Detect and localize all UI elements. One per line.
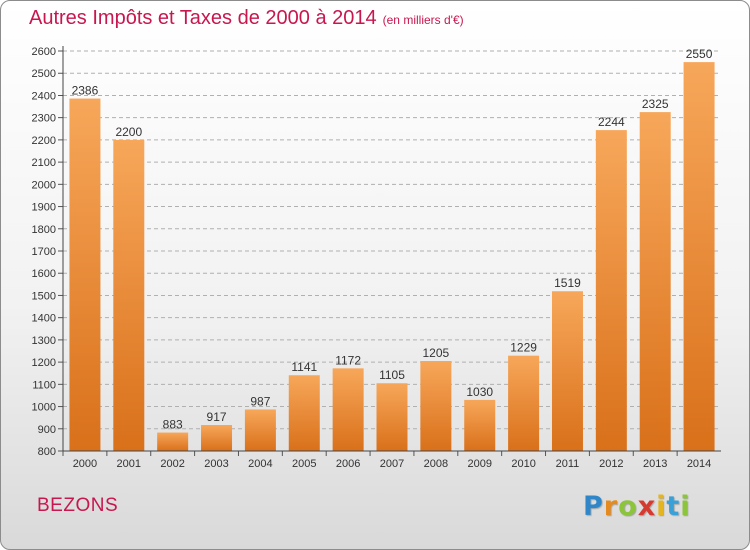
y-tick-label: 1200 [32, 357, 56, 369]
y-tick-label: 2600 [32, 46, 56, 58]
data-label: 1229 [510, 341, 537, 355]
bar-2007 [376, 383, 408, 451]
y-tick-label: 1600 [32, 268, 56, 280]
bar-2008 [420, 361, 452, 451]
x-tick-label: 2007 [380, 458, 404, 470]
chart-title: Autres Impôts et Taxes de 2000 à 2014 [29, 7, 377, 29]
x-tick-label: 2014 [687, 458, 711, 470]
logo-letter: o [618, 491, 638, 522]
data-label: 2550 [686, 47, 713, 61]
x-tick-label: 2003 [204, 458, 228, 470]
y-tick-label: 1100 [32, 379, 56, 391]
y-tick-label: 2000 [32, 179, 56, 191]
data-label: 987 [250, 394, 270, 408]
x-tick-label: 2004 [248, 458, 272, 470]
logo-letter: i [656, 491, 667, 522]
data-label: 2200 [115, 125, 142, 139]
x-tick-label: 2011 [556, 458, 580, 470]
y-tick-label: 800 [38, 446, 56, 458]
bar-2014 [683, 62, 715, 451]
x-tick-label: 2012 [599, 458, 623, 470]
bar-2006 [332, 368, 364, 451]
y-tick-label: 1900 [32, 202, 56, 214]
y-tick-label: 1400 [32, 313, 56, 325]
logo-letter: t [666, 491, 681, 522]
bars [69, 62, 715, 452]
y-tick-label: 2500 [32, 68, 56, 80]
logo-letter: r [603, 491, 619, 522]
y-tick-label: 1300 [32, 335, 56, 347]
y-tick-label: 1000 [32, 402, 56, 414]
y-tick-label: 2300 [32, 113, 56, 125]
data-label: 917 [207, 410, 227, 424]
data-label: 2386 [72, 84, 99, 98]
y-tick-label: 2400 [32, 90, 56, 102]
y-tick-label: 1800 [32, 224, 56, 236]
y-tick-label: 900 [38, 424, 56, 436]
bar-2003 [201, 425, 233, 451]
bar-2002 [157, 432, 189, 451]
bar-2004 [244, 409, 276, 451]
data-label: 1141 [291, 360, 317, 374]
y-tick-label: 1500 [32, 290, 56, 302]
chart-title-line: Autres Impôts et Taxes de 2000 à 2014 (en… [29, 7, 464, 30]
data-label: 1105 [379, 368, 405, 382]
y-tick-label: 1700 [32, 246, 56, 258]
proxiti-logo: Proxiti [583, 491, 691, 522]
x-tick-label: 2000 [73, 458, 97, 470]
y-tick-label: 2100 [32, 157, 56, 169]
x-tick-label: 2002 [160, 458, 184, 470]
data-label: 883 [163, 418, 183, 432]
data-label: 1172 [335, 353, 361, 367]
data-label: 1519 [554, 276, 581, 290]
data-labels: 2386 2200 883 917 987 1141 1172 1105 1205 1030 122… [72, 47, 713, 431]
bar-2009 [464, 399, 496, 451]
y-tick-label: 2200 [32, 135, 56, 147]
bar-2012 [595, 130, 627, 451]
bar-2001 [113, 139, 145, 451]
y-axis-ticks: 800 900 1000 1100 1200 1300 1400 1500 1600 1700 18… [32, 46, 63, 458]
x-tick-label: 2013 [643, 458, 667, 470]
city-name: BEZONS [37, 495, 119, 516]
data-label: 1205 [423, 346, 450, 360]
x-tick-label: 2008 [424, 458, 448, 470]
logo-letter: i [680, 491, 691, 522]
x-tick-label: 2005 [292, 458, 316, 470]
logo-letter: x [637, 491, 657, 522]
bar-2005 [288, 375, 320, 451]
chart-subtitle: (en milliers d'€) [382, 13, 464, 27]
x-tick-label: 2010 [511, 458, 535, 470]
data-label: 2244 [598, 115, 625, 129]
x-tick-label: 2006 [336, 458, 360, 470]
axes [62, 46, 721, 452]
bar-2000 [69, 98, 101, 452]
logo-letter: P [583, 491, 604, 522]
x-axis-ticks: 2000 2001 2002 2003 2004 2005 2006 2007 2008 2009… [62, 451, 711, 470]
data-label: 1030 [466, 385, 493, 399]
bar-2011 [551, 291, 583, 451]
bar-2013 [639, 112, 671, 451]
x-tick-label: 2001 [117, 458, 141, 470]
bar-2010 [508, 355, 540, 451]
x-tick-label: 2009 [467, 458, 491, 470]
data-label: 2325 [642, 97, 669, 111]
